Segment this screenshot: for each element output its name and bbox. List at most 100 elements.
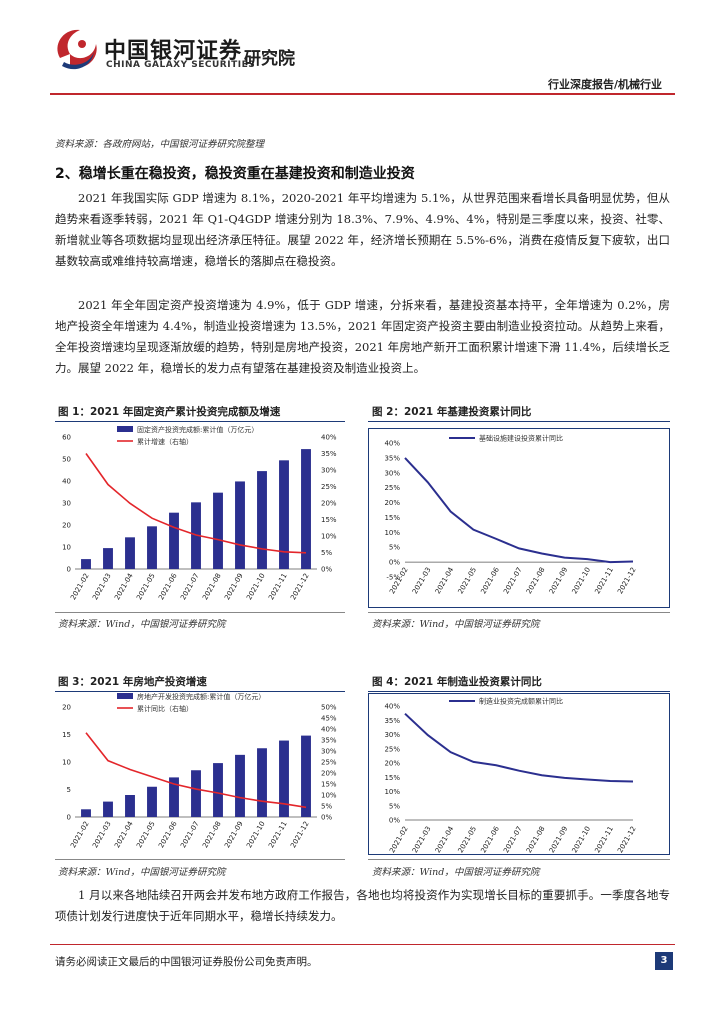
x-tick-label: 2021-02 xyxy=(69,820,91,849)
series-line xyxy=(85,453,307,554)
x-tick-label: 2021-07 xyxy=(179,820,201,849)
bar xyxy=(257,748,267,817)
x-tick-label: 2021-11 xyxy=(267,572,289,601)
y-tick-label: 30% xyxy=(384,731,400,739)
bar xyxy=(235,481,245,569)
figure-source-rule-2 xyxy=(368,612,670,613)
y-tick-label: 10% xyxy=(384,529,400,537)
x-tick-label: 2021-11 xyxy=(593,566,615,595)
x-tick-label: 2021-07 xyxy=(502,825,524,854)
x-tick-label: 2021-08 xyxy=(201,820,223,849)
x-tick-label: 2021-12 xyxy=(289,820,311,849)
y-tick-label: 10 xyxy=(62,759,71,767)
bar xyxy=(103,548,113,569)
series-line xyxy=(404,457,634,564)
paragraph-2: 2021 年全年固定资产投资增速为 4.9%，低于 GDP 增速，分拆来看，基建… xyxy=(55,298,670,375)
y2-tick-label: 40% xyxy=(321,726,337,734)
header: 中国银河证券 CHINA GALAXY SECURITIES 研究院 行业深度报… xyxy=(0,0,724,91)
y-tick-label: 0% xyxy=(389,817,400,825)
x-tick-label: 2021-08 xyxy=(525,566,547,595)
bar xyxy=(147,786,157,817)
y2-tick-label: 15% xyxy=(321,516,337,524)
y2-tick-label: 45% xyxy=(321,715,337,723)
bar xyxy=(125,537,135,569)
top-source: 资料来源：各政府网站，中国银河证券研究院整理 xyxy=(55,139,265,150)
y-tick-label: 0 xyxy=(67,814,71,822)
figure-1-title: 图 1：2021 年固定资产累计投资完成额及增速 xyxy=(58,406,281,418)
chart-4: 0%5%10%15%20%25%30%35%40%2021-02 2021-03 2… xyxy=(368,693,670,855)
y-tick-label: 25% xyxy=(384,745,400,753)
figure-3-source: 资料来源：Wind，中国银河证券研究院 xyxy=(58,867,226,878)
y2-tick-label: 5% xyxy=(321,549,332,557)
y-tick-label: 5% xyxy=(389,544,400,552)
x-tick-label: 2021-10 xyxy=(245,572,267,601)
x-tick-label: 2021-09 xyxy=(548,566,570,595)
x-tick-label: 2021-05 xyxy=(135,572,157,601)
y-tick-label: 10% xyxy=(384,788,400,796)
figure-rule-4 xyxy=(368,691,670,692)
x-tick-label: 2021-06 xyxy=(479,825,501,855)
legend-label-line: 累计同比（右轴） xyxy=(137,704,193,713)
footer-disclaimer: 请务必阅读正文最后的中国银河证券股份公司免责声明。 xyxy=(55,956,318,968)
bar xyxy=(279,460,289,569)
y-tick-label: 35% xyxy=(384,454,400,462)
logo-en: CHINA GALAXY SECURITIES xyxy=(106,60,256,70)
y-tick-label: 30% xyxy=(384,469,400,477)
y-tick-label: 40 xyxy=(62,478,71,486)
y2-tick-label: 20% xyxy=(321,500,337,508)
x-tick-label: 2021-08 xyxy=(525,825,547,854)
x-tick-label: 2021-02 xyxy=(69,572,91,601)
y2-tick-label: 15% xyxy=(321,781,337,789)
y-tick-label: 5% xyxy=(389,802,400,810)
bar xyxy=(213,763,223,817)
y-tick-label: 30 xyxy=(62,500,71,508)
x-tick-label: 2021-03 xyxy=(91,572,113,601)
bar xyxy=(301,735,311,817)
x-tick-label: 2021-08 xyxy=(201,572,223,601)
figure-source-rule-3 xyxy=(55,859,345,860)
bar xyxy=(125,795,135,817)
y-tick-label: 15% xyxy=(384,774,400,782)
y2-tick-label: 0% xyxy=(321,814,332,822)
institute-label: 研究院 xyxy=(244,49,295,69)
bar xyxy=(169,512,179,569)
bar xyxy=(81,809,91,817)
figure-rule-3 xyxy=(55,691,345,692)
x-tick-label: 2021-11 xyxy=(593,825,615,854)
x-tick-label: 2021-06 xyxy=(157,572,179,602)
y-tick-label: 15% xyxy=(384,514,400,522)
footer-rule xyxy=(50,944,675,945)
x-tick-label: 2021-10 xyxy=(571,566,593,595)
figure-source-rule-4 xyxy=(368,859,670,860)
logo-cn: 中国银河证券 xyxy=(104,39,243,64)
x-tick-label: 2021-05 xyxy=(135,820,157,849)
x-tick-label: 2021-07 xyxy=(179,572,201,601)
y-tick-label: 25% xyxy=(384,484,400,492)
galaxy-logo-icon xyxy=(57,29,97,70)
x-tick-label: 2021-12 xyxy=(616,566,638,595)
y2-tick-label: 5% xyxy=(321,803,332,811)
x-tick-label: 2021-04 xyxy=(434,825,456,855)
y2-tick-label: 40% xyxy=(321,434,337,442)
x-tick-label: 2021-04 xyxy=(434,566,456,596)
x-tick-label: 2021-10 xyxy=(571,825,593,854)
legend-label-bar: 固定资产投资完成额:累计值（万亿元） xyxy=(137,425,258,434)
x-tick-label: 2021-03 xyxy=(91,820,113,849)
y2-tick-label: 30% xyxy=(321,748,337,756)
paragraph-3: 1 月以来各地陆续召开两会并发布地方政府工作报告，各地也均将投资作为实现增长目标… xyxy=(55,888,670,923)
bar xyxy=(213,492,223,569)
x-tick-label: 2021-09 xyxy=(223,572,245,601)
y-tick-label: 20% xyxy=(384,499,400,507)
x-tick-label: 2021-04 xyxy=(113,572,135,602)
x-tick-label: 2021-06 xyxy=(157,820,179,850)
figure-4-title: 图 4：2021 年制造业投资累计同比 xyxy=(372,676,542,688)
y-tick-label: 20% xyxy=(384,760,400,768)
legend-swatch-bar xyxy=(117,426,133,432)
y-tick-label: 40% xyxy=(384,703,400,711)
y2-tick-label: 25% xyxy=(321,759,337,767)
y-tick-label: 40% xyxy=(384,440,400,448)
y2-tick-label: 50% xyxy=(321,704,337,712)
legend-label-line: 制造业投资完成额累计同比 xyxy=(479,697,563,706)
bar xyxy=(191,770,201,817)
y2-tick-label: 10% xyxy=(321,792,337,800)
